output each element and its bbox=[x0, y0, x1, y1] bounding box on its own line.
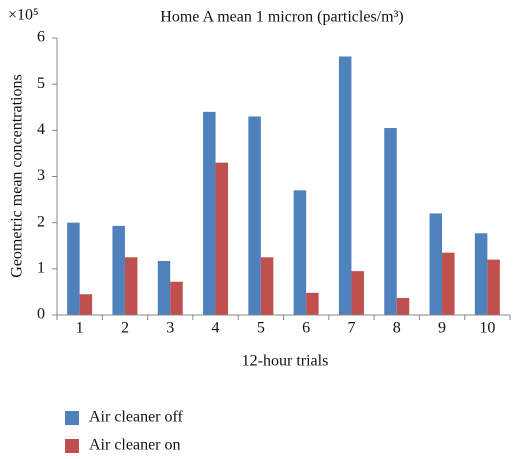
bar bbox=[306, 292, 319, 315]
y-multiplier: ×10⁵ bbox=[8, 7, 39, 24]
x-tick-label: 10 bbox=[479, 320, 495, 337]
y-tick-label: 0 bbox=[37, 306, 45, 323]
x-tick-label: 5 bbox=[257, 320, 265, 337]
x-axis-label: 12-hour trials bbox=[242, 353, 329, 370]
x-tick-label: 7 bbox=[347, 320, 355, 337]
x-tick-label: 9 bbox=[438, 320, 446, 337]
bar bbox=[396, 297, 410, 315]
bar bbox=[124, 257, 138, 315]
bar bbox=[351, 271, 364, 315]
x-tick-label: 8 bbox=[393, 320, 401, 337]
x-tick-label: 6 bbox=[302, 320, 310, 337]
bar bbox=[474, 233, 488, 315]
bar bbox=[203, 111, 216, 315]
bar bbox=[79, 294, 93, 315]
y-tick-label: 1 bbox=[37, 260, 45, 277]
bar bbox=[260, 257, 274, 315]
bar bbox=[170, 281, 183, 315]
bar bbox=[442, 252, 455, 315]
bar bbox=[384, 128, 397, 315]
y-tick-label: 3 bbox=[37, 167, 45, 184]
x-tick-label: 2 bbox=[121, 320, 129, 337]
bar bbox=[67, 222, 80, 315]
x-tick-label: 1 bbox=[76, 320, 84, 337]
legend-label: Air cleaner on bbox=[89, 437, 181, 454]
bar bbox=[338, 56, 352, 315]
bar bbox=[293, 190, 307, 315]
x-tick-label: 4 bbox=[212, 320, 220, 337]
bar bbox=[215, 162, 229, 315]
chart-title: Home A mean 1 micron (particles/m³) bbox=[160, 9, 403, 26]
bar bbox=[487, 259, 500, 315]
y-tick-label: 4 bbox=[37, 121, 45, 138]
y-tick-label: 6 bbox=[37, 29, 45, 46]
y-axis-label: Geometric mean concentrations bbox=[9, 74, 26, 277]
y-tick-label: 2 bbox=[37, 213, 45, 230]
bar bbox=[248, 116, 261, 315]
legend-swatch bbox=[65, 411, 79, 425]
bar bbox=[112, 225, 125, 315]
x-tick-label: 3 bbox=[166, 320, 174, 337]
legend-swatch bbox=[65, 439, 79, 453]
legend-label: Air cleaner off bbox=[89, 409, 184, 426]
bar bbox=[429, 213, 443, 315]
bar bbox=[157, 260, 171, 315]
y-tick-label: 5 bbox=[37, 75, 45, 92]
